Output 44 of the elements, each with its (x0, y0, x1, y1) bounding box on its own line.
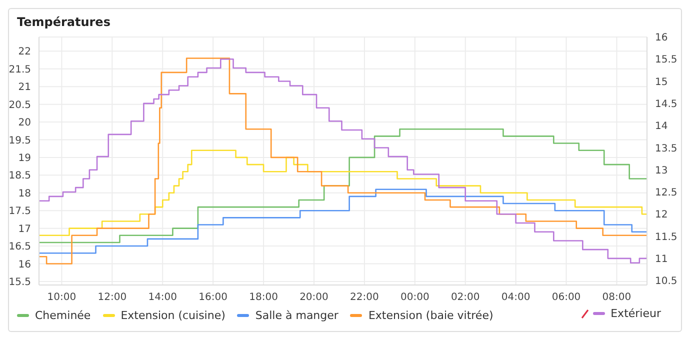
y-tick-label: 18.5 (8, 170, 31, 182)
y-tick-label: 16.5 (8, 242, 31, 253)
y-tick-label: 19 (18, 153, 31, 164)
x-tick-label: 22:00 (350, 292, 379, 304)
y-tick-label: 21.5 (8, 64, 31, 76)
y2-tick-label: 13.5 (655, 143, 678, 154)
y2-tick-label: 15 (655, 76, 668, 88)
legend-label: Salle à manger (255, 309, 338, 322)
y-tick-label: 17 (18, 224, 31, 235)
y2-tick-label: 14.5 (655, 98, 678, 110)
y2-tick-label: 11.5 (655, 232, 678, 243)
x-tick-label: 04:00 (501, 292, 530, 304)
y-tick-label: 17.5 (8, 206, 31, 218)
y-tick-label: 20.5 (8, 100, 31, 111)
y2-tick-label: 12 (655, 210, 668, 221)
legend-label: Cheminée (35, 309, 91, 322)
y-tick-label: 21 (18, 82, 31, 94)
x-tick-label: 12:00 (98, 292, 127, 304)
x-tick-label: 08:00 (602, 292, 632, 304)
x-tick-label: 10:00 (47, 292, 76, 304)
y-tick-label: 18 (18, 188, 31, 200)
chart-title: Températures (16, 14, 112, 31)
y2-tick-label: 11 (655, 254, 668, 265)
legend-label: Extérieur (610, 307, 661, 320)
y2-tick-label: 13 (655, 165, 668, 176)
y-tick-label: 20 (18, 118, 31, 129)
x-tick-label: 16:00 (198, 292, 228, 304)
legend-label: Extension (baie vitrée) (368, 309, 494, 322)
y-tick-label: 16 (18, 259, 31, 270)
y2-tick-label: 15.5 (655, 54, 678, 66)
x-tick-label: 18:00 (249, 292, 278, 304)
y2-tick-label: 10.5 (655, 276, 678, 288)
x-tick-label: 00:00 (400, 292, 430, 304)
x-tick-label: 20:00 (300, 292, 328, 304)
x-tick-label: 02:00 (450, 292, 480, 304)
y-tick-label: 19.5 (8, 135, 31, 146)
y2-tick-label: 14 (655, 121, 668, 132)
x-tick-label: 06:00 (552, 292, 581, 304)
y-tick-label: 15.5 (8, 277, 31, 288)
y2-tick-label: 16 (655, 32, 668, 44)
y-tick-label: 22 (18, 46, 31, 58)
y2-tick-label: 12.5 (655, 188, 678, 199)
legend-label: Extension (cuisine) (120, 309, 226, 322)
x-tick-label: 14:00 (148, 292, 178, 304)
